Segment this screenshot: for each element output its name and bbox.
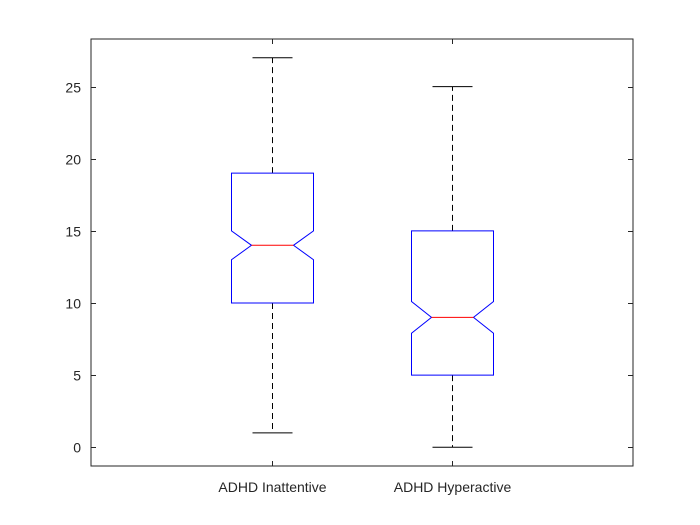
x-axis: ADHD Inattentive ADHD Hyperactive — [218, 39, 511, 495]
x-category-label: ADHD Hyperactive — [394, 479, 512, 495]
y-tick-label: 5 — [73, 368, 81, 384]
box-group — [411, 86, 494, 448]
y-tick-label: 0 — [73, 440, 81, 456]
y-tick-label: 15 — [65, 224, 81, 240]
notched-box — [411, 230, 494, 376]
boxes-layer — [231, 57, 494, 448]
notched-box — [231, 172, 314, 304]
x-category-label: ADHD Inattentive — [218, 479, 326, 495]
y-tick-label: 10 — [65, 296, 81, 312]
y-tick-label: 20 — [65, 152, 81, 168]
box-group — [231, 57, 314, 434]
y-tick-label: 25 — [65, 80, 81, 96]
y-axis: 0 5 10 15 20 25 — [65, 80, 633, 456]
plot-area — [90, 38, 634, 467]
